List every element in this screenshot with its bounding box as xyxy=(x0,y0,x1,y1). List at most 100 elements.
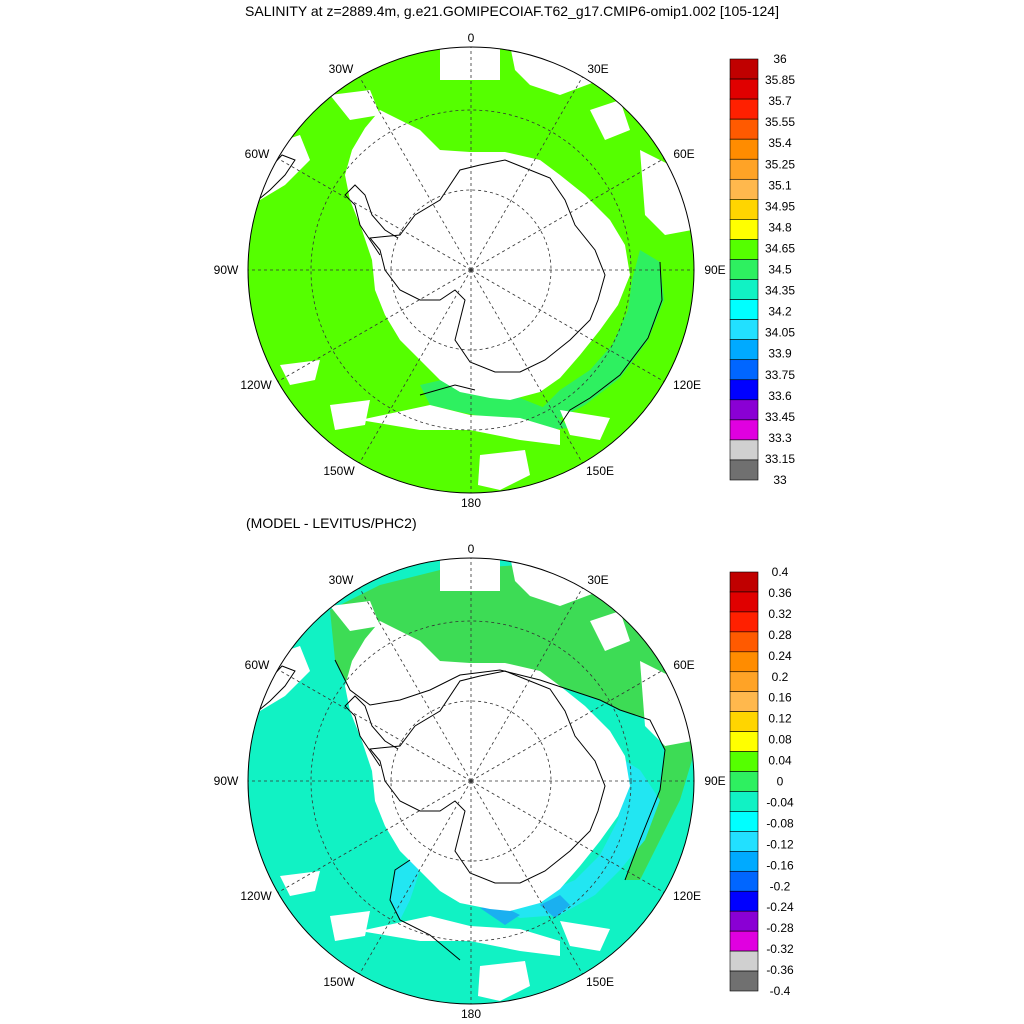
salinity-colorbar-tick-label: 33.3 xyxy=(768,431,792,445)
lon-label-120w-diff: 120W xyxy=(240,889,272,903)
salinity-patch-pacific xyxy=(420,378,570,430)
lon-label-60e-diff: 60E xyxy=(673,658,694,672)
lon-label-150w-diff: 150W xyxy=(323,975,355,989)
lon-label-60w-diff: 60W xyxy=(245,658,270,672)
lon-label-180-diff: 180 xyxy=(461,1007,481,1021)
difference-colorbar-tick-label: 0.04 xyxy=(768,754,792,768)
longitude-labels-diff: 0 30E 60E 90E 120E 150E 180 150W 120W 90… xyxy=(214,542,726,1021)
difference-colorbar-swatch xyxy=(729,671,759,693)
lon-label-90w: 90W xyxy=(214,263,239,277)
lon-label-60w: 60W xyxy=(245,147,270,161)
salinity-colorbar-swatch xyxy=(729,138,759,160)
difference-colorbar-tick-label: 0.08 xyxy=(768,733,792,747)
salinity-colorbar-tick-label: 33.9 xyxy=(768,347,792,361)
salinity-colorbar-swatch xyxy=(729,118,759,140)
lon-label-30w-diff: 30W xyxy=(329,573,354,587)
salinity-colorbar-tick-label: 34.2 xyxy=(768,305,792,319)
difference-colorbar-tick-label: -0.04 xyxy=(766,795,794,809)
salinity-colorbar-swatch xyxy=(729,299,759,320)
salinity-contour-pacific xyxy=(419,384,476,396)
difference-colorbar-swatch xyxy=(729,950,759,972)
lon-label-30e-diff: 30E xyxy=(587,573,608,587)
salinity-colorbar-swatch xyxy=(729,259,759,280)
salinity-colorbar-tick-label: 34.35 xyxy=(765,284,795,298)
salinity-colorbar-tick-label: 33 xyxy=(773,473,787,487)
salinity-colorbar-swatch xyxy=(729,78,759,100)
difference-colorbar-tick-label: 0 xyxy=(777,775,784,789)
difference-colorbar-tick-label: -0.16 xyxy=(766,858,794,872)
salinity-colorbar-tick-label: 35.25 xyxy=(765,157,795,171)
map-gridlines xyxy=(248,47,694,493)
difference-colorbar-tick-label: -0.12 xyxy=(766,837,794,851)
difference-colorbar-tick-label: 0.28 xyxy=(768,628,792,642)
salinity-colorbar-tick-label: 35.55 xyxy=(765,115,795,129)
zero-contour xyxy=(334,659,666,881)
difference-colorbar-swatch xyxy=(729,691,759,712)
difference-colorbar-swatch xyxy=(729,751,759,772)
salinity-colorbar-tick-label: 33.15 xyxy=(765,452,795,466)
antarctica-coastline-diff xyxy=(369,670,606,884)
lon-label-90e: 90E xyxy=(704,263,725,277)
difference-colorbar-swatch xyxy=(729,930,759,952)
salinity-colorbar-tick-label: 35.7 xyxy=(768,94,792,108)
salinity-colorbar-swatch xyxy=(729,279,759,300)
lon-label-150e: 150E xyxy=(586,464,614,478)
difference-colorbar-swatch xyxy=(729,811,759,832)
difference-colorbar-swatch xyxy=(729,870,759,892)
salinity-colorbar-tick-label: 35.4 xyxy=(768,136,792,150)
difference-colorbar-tick-label: -0.4 xyxy=(770,984,791,998)
salinity-colorbar-swatch xyxy=(729,399,759,421)
lon-label-180: 180 xyxy=(461,496,481,510)
difference-colorbar-tick-label: 0.36 xyxy=(768,586,792,600)
salinity-colorbar-tick-label: 33.6 xyxy=(768,389,792,403)
difference-colorbar-swatch xyxy=(729,711,759,732)
salinity-colorbar-tick-label: 34.65 xyxy=(765,241,795,255)
difference-colorbar-swatch xyxy=(729,731,759,752)
salinity-colorbar-tick-label: 36 xyxy=(773,52,787,66)
salinity-colorbar-tick-label: 35.1 xyxy=(768,178,792,192)
salinity-colorbar-swatch xyxy=(729,319,759,340)
salinity-colorbar-swatch xyxy=(729,239,759,260)
difference-colorbar-tick-label: 0.2 xyxy=(772,670,789,684)
salinity-colorbar: 36 35.85 35.7 35.55 35.4 35.25 35.1 34.95 34.8 34… xyxy=(729,52,795,487)
difference-colorbar: 0.4 0.36 0.32 0.28 0.24 0.2 0.16 0.12 0.08 0.04 0 -… xyxy=(729,565,794,998)
difference-colorbar-tick-label: 0.4 xyxy=(772,565,789,579)
difference-colorbar-swatch xyxy=(729,791,759,812)
difference-colorbar-tick-label: -0.32 xyxy=(766,942,794,956)
difference-colorbar-tick-label: 0.32 xyxy=(768,607,792,621)
difference-colorbar-swatch xyxy=(729,970,759,992)
salinity-colorbar-swatch xyxy=(729,359,759,381)
difference-map: 0 30E 60E 90E 120E 150E 180 150W 120W 90… xyxy=(214,542,726,1021)
difference-colorbar-swatch xyxy=(729,771,759,792)
antarctic-peninsula-diff xyxy=(344,695,399,767)
map-gridlines-diff xyxy=(248,558,694,1004)
salinity-colorbar-swatch xyxy=(729,339,759,361)
lon-label-150e-diff: 150E xyxy=(586,975,614,989)
difference-colorbar-tick-label: 0.16 xyxy=(768,691,792,705)
difference-panel-title: (MODEL - LEVITUS/PHC2) xyxy=(246,515,417,531)
missing-data-areas-diff xyxy=(250,558,692,1001)
difference-colorbar-tick-label: -0.36 xyxy=(766,963,794,977)
map-border xyxy=(247,46,695,494)
difference-colorbar-swatch xyxy=(729,631,759,653)
lon-label-30w: 30W xyxy=(329,62,354,76)
salinity-colorbar-swatch xyxy=(729,379,759,401)
longitude-labels: 0 30E 60E 90E 120E 150E 180 150W 120W 90… xyxy=(214,31,726,510)
lon-label-0: 0 xyxy=(468,31,475,45)
difference-colorbar-tick-label: -0.08 xyxy=(766,816,794,830)
salinity-colorbar-swatch xyxy=(729,219,759,240)
salinity-colorbar-tick-label: 35.85 xyxy=(765,73,795,87)
salinity-map: 0 30E 60E 90E 120E 150E 180 150W 120W 90… xyxy=(214,31,726,510)
difference-colorbar-swatch xyxy=(729,591,759,613)
salinity-colorbar-swatch xyxy=(729,419,759,441)
salinity-colorbar-swatch xyxy=(729,58,759,80)
difference-colorbar-swatch xyxy=(729,890,759,912)
zero-contour-2 xyxy=(389,859,461,961)
salinity-colorbar-swatch xyxy=(729,459,759,481)
difference-colorbar-tick-label: 0.12 xyxy=(768,712,792,726)
lon-label-120e-diff: 120E xyxy=(673,889,701,903)
salinity-colorbar-tick-label: 33.75 xyxy=(765,368,795,382)
salinity-colorbar-tick-label: 34.8 xyxy=(768,220,792,234)
map-border-diff xyxy=(247,557,695,1005)
